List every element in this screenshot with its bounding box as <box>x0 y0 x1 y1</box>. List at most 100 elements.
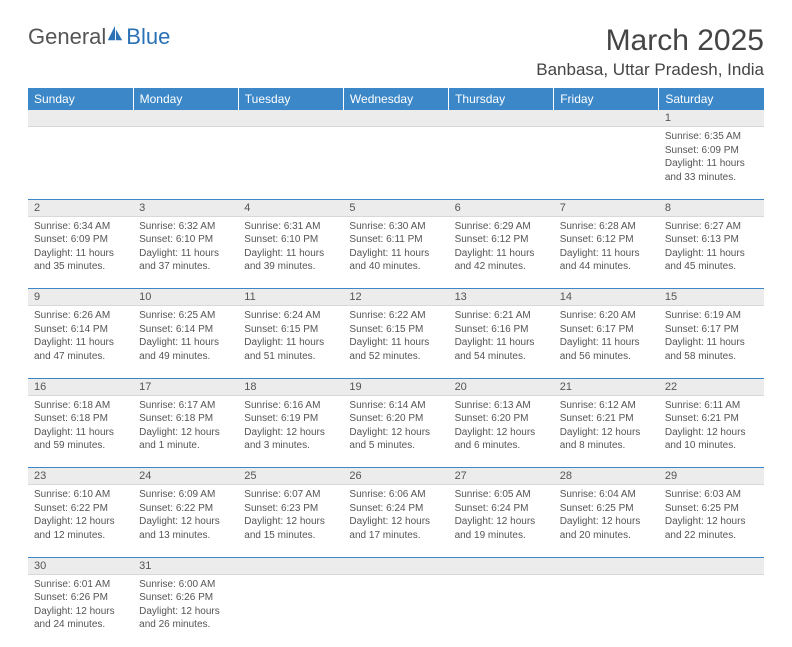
title-block: March 2025 Banbasa, Uttar Pradesh, India <box>536 24 764 80</box>
detail-line: Daylight: 11 hours <box>455 247 548 261</box>
detail-line: Sunrise: 6:32 AM <box>139 220 232 234</box>
detail-line: Sunset: 6:23 PM <box>244 502 337 516</box>
detail-line: and 44 minutes. <box>560 260 653 274</box>
detail-line: and 54 minutes. <box>455 350 548 364</box>
detail-line: and 24 minutes. <box>34 618 127 632</box>
detail-line: Daylight: 12 hours <box>139 605 232 619</box>
day-cell: Sunrise: 6:11 AMSunset: 6:21 PMDaylight:… <box>659 396 764 468</box>
day-number: 30 <box>28 558 133 575</box>
detail-line: Sunrise: 6:18 AM <box>34 399 127 413</box>
detail-line: Sunset: 6:17 PM <box>665 323 758 337</box>
detail-line: and 26 minutes. <box>139 618 232 632</box>
daynum-cell: 24 <box>133 468 238 486</box>
day-details: Sunrise: 6:32 AMSunset: 6:10 PMDaylight:… <box>133 217 238 278</box>
day-number: 21 <box>554 379 659 396</box>
detail-line: and 10 minutes. <box>665 439 758 453</box>
detail-line: and 22 minutes. <box>665 529 758 543</box>
detail-line: Sunrise: 6:28 AM <box>560 220 653 234</box>
week-row: Sunrise: 6:26 AMSunset: 6:14 PMDaylight:… <box>28 306 764 378</box>
detail-line: Daylight: 11 hours <box>244 336 337 350</box>
empty-day <box>554 558 659 575</box>
detail-line: Sunrise: 6:29 AM <box>455 220 548 234</box>
detail-line: and 39 minutes. <box>244 260 337 274</box>
day-cell <box>28 127 133 199</box>
daynum-row: 1 <box>28 110 764 127</box>
day-cell: Sunrise: 6:12 AMSunset: 6:21 PMDaylight:… <box>554 396 659 468</box>
detail-line: Daylight: 12 hours <box>139 515 232 529</box>
detail-line: Daylight: 12 hours <box>455 515 548 529</box>
day-number: 5 <box>343 200 448 217</box>
detail-line: Daylight: 11 hours <box>455 336 548 350</box>
day-cell: Sunrise: 6:05 AMSunset: 6:24 PMDaylight:… <box>449 485 554 557</box>
day-cell <box>449 575 554 647</box>
detail-line: Sunset: 6:14 PM <box>34 323 127 337</box>
detail-line: and 35 minutes. <box>34 260 127 274</box>
detail-line: Sunrise: 6:34 AM <box>34 220 127 234</box>
day-details: Sunrise: 6:34 AMSunset: 6:09 PMDaylight:… <box>28 217 133 278</box>
day-cell <box>659 575 764 647</box>
detail-line: Sunrise: 6:22 AM <box>349 309 442 323</box>
day-details: Sunrise: 6:27 AMSunset: 6:13 PMDaylight:… <box>659 217 764 278</box>
day-number: 19 <box>343 379 448 396</box>
detail-line: Daylight: 11 hours <box>665 157 758 171</box>
day-details: Sunrise: 6:12 AMSunset: 6:21 PMDaylight:… <box>554 396 659 457</box>
daynum-cell <box>449 557 554 575</box>
day-number: 6 <box>449 200 554 217</box>
daynum-cell: 27 <box>449 468 554 486</box>
detail-line: Daylight: 12 hours <box>349 515 442 529</box>
empty-day <box>554 110 659 127</box>
day-number: 12 <box>343 289 448 306</box>
day-number: 25 <box>238 468 343 485</box>
detail-line: Sunrise: 6:00 AM <box>139 578 232 592</box>
empty-day <box>28 110 133 127</box>
detail-line: Sunrise: 6:35 AM <box>665 130 758 144</box>
day-cell: Sunrise: 6:01 AMSunset: 6:26 PMDaylight:… <box>28 575 133 647</box>
day-number: 15 <box>659 289 764 306</box>
day-header: Monday <box>133 88 238 110</box>
day-cell: Sunrise: 6:21 AMSunset: 6:16 PMDaylight:… <box>449 306 554 378</box>
empty-day <box>133 110 238 127</box>
week-row: Sunrise: 6:35 AMSunset: 6:09 PMDaylight:… <box>28 127 764 199</box>
daynum-cell <box>343 557 448 575</box>
day-cell: Sunrise: 6:09 AMSunset: 6:22 PMDaylight:… <box>133 485 238 557</box>
day-number: 31 <box>133 558 238 575</box>
daynum-cell <box>449 110 554 127</box>
daynum-cell: 1 <box>659 110 764 127</box>
detail-line: and 37 minutes. <box>139 260 232 274</box>
day-cell: Sunrise: 6:07 AMSunset: 6:23 PMDaylight:… <box>238 485 343 557</box>
empty-day <box>449 110 554 127</box>
detail-line: and 6 minutes. <box>455 439 548 453</box>
detail-line: Daylight: 12 hours <box>139 426 232 440</box>
day-details: Sunrise: 6:05 AMSunset: 6:24 PMDaylight:… <box>449 485 554 546</box>
day-details: Sunrise: 6:29 AMSunset: 6:12 PMDaylight:… <box>449 217 554 278</box>
daynum-cell <box>659 557 764 575</box>
detail-line: and 12 minutes. <box>34 529 127 543</box>
logo-sail-icon <box>106 24 124 42</box>
daynum-cell: 22 <box>659 378 764 396</box>
day-details: Sunrise: 6:13 AMSunset: 6:20 PMDaylight:… <box>449 396 554 457</box>
day-details: Sunrise: 6:24 AMSunset: 6:15 PMDaylight:… <box>238 306 343 367</box>
daynum-cell: 16 <box>28 378 133 396</box>
detail-line: Sunset: 6:19 PM <box>244 412 337 426</box>
day-cell: Sunrise: 6:04 AMSunset: 6:25 PMDaylight:… <box>554 485 659 557</box>
day-details: Sunrise: 6:00 AMSunset: 6:26 PMDaylight:… <box>133 575 238 636</box>
detail-line: Daylight: 11 hours <box>349 336 442 350</box>
detail-line: Sunrise: 6:12 AM <box>560 399 653 413</box>
detail-line: Daylight: 12 hours <box>244 515 337 529</box>
day-cell: Sunrise: 6:20 AMSunset: 6:17 PMDaylight:… <box>554 306 659 378</box>
day-cell: Sunrise: 6:13 AMSunset: 6:20 PMDaylight:… <box>449 396 554 468</box>
day-number: 7 <box>554 200 659 217</box>
day-details: Sunrise: 6:17 AMSunset: 6:18 PMDaylight:… <box>133 396 238 457</box>
empty-day <box>343 558 448 575</box>
day-details: Sunrise: 6:26 AMSunset: 6:14 PMDaylight:… <box>28 306 133 367</box>
day-details: Sunrise: 6:07 AMSunset: 6:23 PMDaylight:… <box>238 485 343 546</box>
day-details: Sunrise: 6:04 AMSunset: 6:25 PMDaylight:… <box>554 485 659 546</box>
daynum-cell: 28 <box>554 468 659 486</box>
detail-line: Sunrise: 6:30 AM <box>349 220 442 234</box>
detail-line: and 47 minutes. <box>34 350 127 364</box>
day-details: Sunrise: 6:01 AMSunset: 6:26 PMDaylight:… <box>28 575 133 636</box>
detail-line: Sunrise: 6:10 AM <box>34 488 127 502</box>
calendar-body: 1Sunrise: 6:35 AMSunset: 6:09 PMDaylight… <box>28 110 764 647</box>
day-cell: Sunrise: 6:32 AMSunset: 6:10 PMDaylight:… <box>133 217 238 289</box>
detail-line: Daylight: 12 hours <box>665 426 758 440</box>
